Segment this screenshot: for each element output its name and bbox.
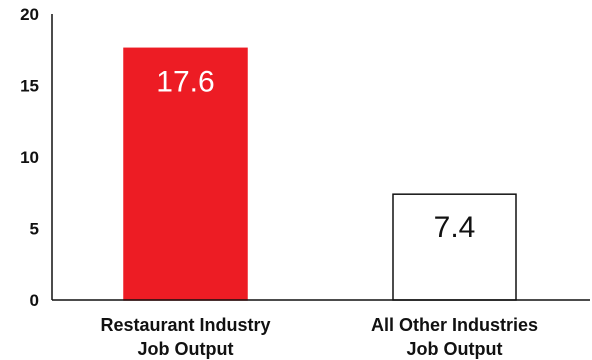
y-tick-label: 15 — [20, 77, 39, 96]
x-axis: Restaurant Industry Job Output All Other I… — [52, 299, 590, 359]
y-tick-label: 5 — [30, 220, 39, 239]
bar — [392, 193, 517, 301]
category-label: Job Output — [407, 339, 503, 359]
bar-value-label: 17.6 — [156, 65, 214, 98]
bars: 17.6 7.4 — [123, 47, 517, 301]
category-label: Job Output — [138, 339, 234, 359]
bar-value-label: 7.4 — [434, 211, 476, 244]
y-tick-label: 10 — [20, 148, 39, 167]
category-label: Restaurant Industry — [100, 315, 270, 335]
category-label: All Other Industries — [371, 315, 538, 335]
y-tick-label: 20 — [20, 5, 39, 24]
y-tick-label: 0 — [30, 291, 39, 310]
y-axis: 0 5 10 15 20 — [20, 5, 53, 310]
